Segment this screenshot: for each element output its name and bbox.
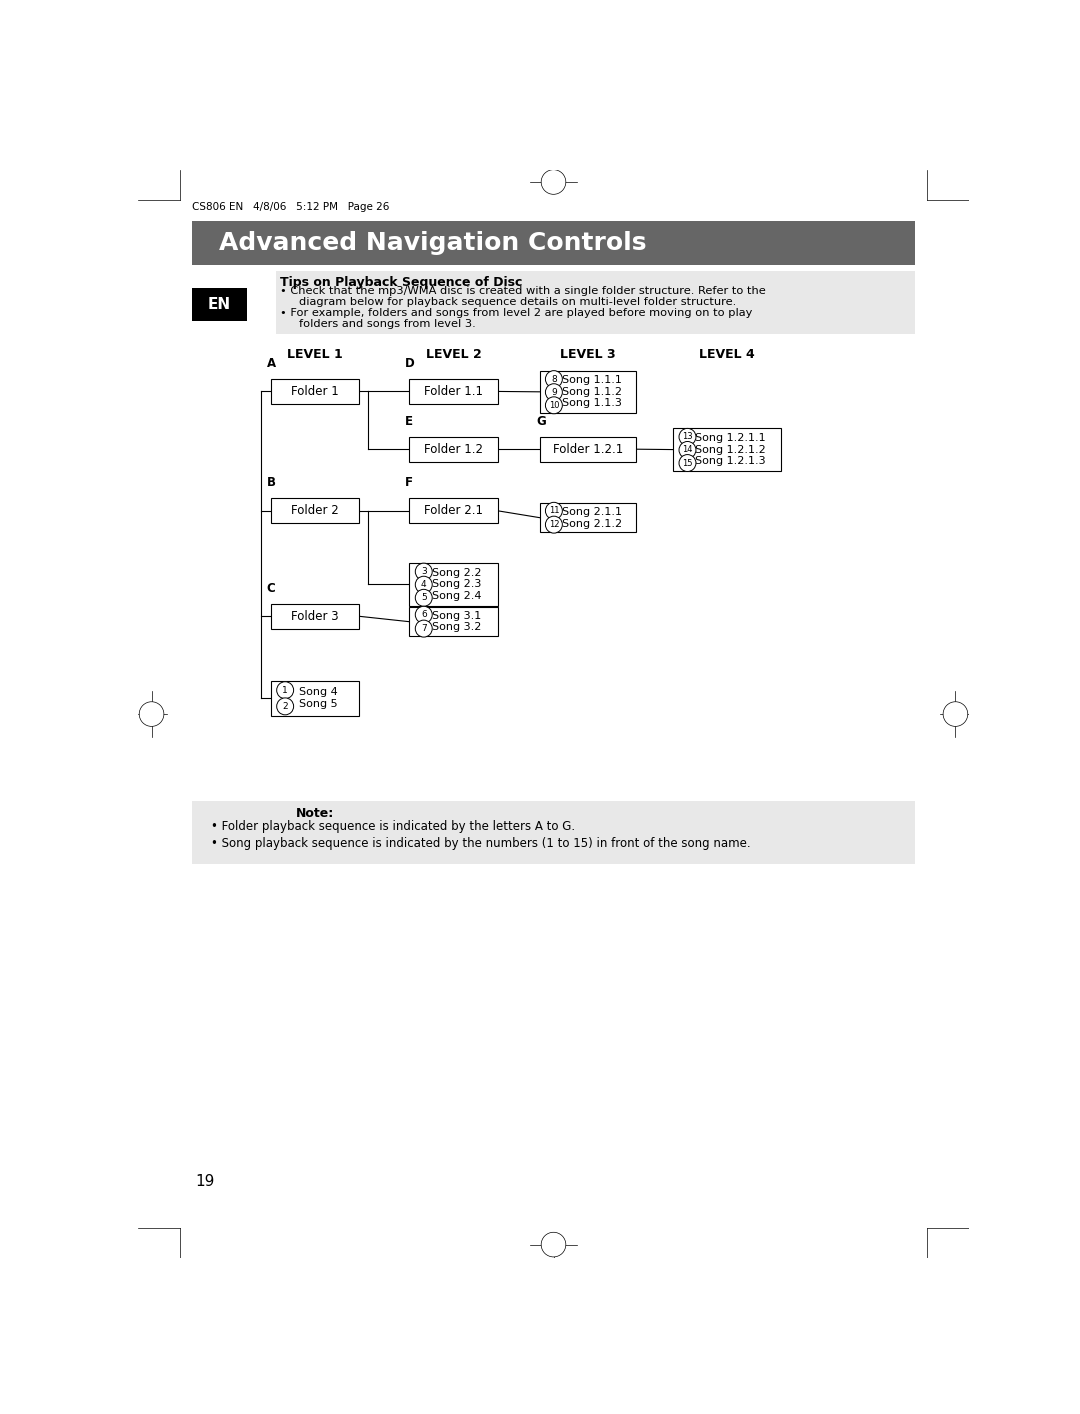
Circle shape: [139, 701, 164, 727]
Text: Song 2.2
  Song 2.3
  Song 2.4: Song 2.2 Song 2.3 Song 2.4: [426, 568, 482, 601]
Text: Folder 1.1: Folder 1.1: [423, 385, 483, 397]
Text: E: E: [405, 414, 414, 427]
Text: Tips on Playback Sequence of Disc: Tips on Playback Sequence of Disc: [280, 276, 523, 288]
Text: LEVEL 4: LEVEL 4: [699, 348, 755, 362]
Text: EN: EN: [207, 297, 231, 312]
FancyBboxPatch shape: [270, 379, 359, 404]
FancyBboxPatch shape: [409, 607, 498, 636]
Text: folders and songs from level 3.: folders and songs from level 3.: [299, 320, 476, 329]
FancyBboxPatch shape: [270, 499, 359, 523]
Circle shape: [416, 577, 432, 594]
FancyBboxPatch shape: [540, 503, 636, 532]
Text: F: F: [405, 477, 414, 489]
FancyBboxPatch shape: [409, 437, 498, 461]
Text: 11: 11: [549, 506, 559, 515]
Text: 10: 10: [549, 400, 559, 410]
Text: 8: 8: [551, 375, 557, 383]
Circle shape: [545, 516, 563, 533]
Text: LEVEL 2: LEVEL 2: [426, 348, 482, 362]
FancyBboxPatch shape: [409, 379, 498, 404]
Text: • Check that the mp3/WMA disc is created with a single folder structure. Refer t: • Check that the mp3/WMA disc is created…: [280, 286, 766, 296]
Text: A: A: [267, 356, 275, 370]
Text: Folder 3: Folder 3: [291, 609, 339, 622]
Text: C: C: [267, 581, 275, 595]
Text: 12: 12: [549, 520, 559, 529]
FancyBboxPatch shape: [276, 271, 916, 335]
Circle shape: [545, 383, 563, 400]
Text: diagram below for playback sequence details on multi-level folder structure.: diagram below for playback sequence deta…: [299, 297, 737, 307]
Text: Folder 1: Folder 1: [291, 385, 339, 397]
Circle shape: [545, 502, 563, 519]
Text: CS806 EN   4/8/06   5:12 PM   Page 26: CS806 EN 4/8/06 5:12 PM Page 26: [191, 202, 389, 212]
Text: • Folder playback sequence is indicated by the letters A to G.: • Folder playback sequence is indicated …: [211, 820, 575, 833]
FancyBboxPatch shape: [540, 370, 636, 413]
FancyBboxPatch shape: [270, 682, 359, 715]
Text: D: D: [405, 356, 415, 370]
Circle shape: [541, 1232, 566, 1257]
Circle shape: [545, 397, 563, 414]
Text: LEVEL 3: LEVEL 3: [561, 348, 616, 362]
Text: Folder 2.1: Folder 2.1: [423, 505, 483, 518]
Text: Folder 1.2: Folder 1.2: [423, 443, 483, 455]
FancyBboxPatch shape: [673, 428, 781, 471]
Circle shape: [416, 590, 432, 607]
Text: 5: 5: [421, 594, 427, 602]
Text: Song 4
  Song 5: Song 4 Song 5: [292, 687, 338, 708]
Circle shape: [541, 170, 566, 194]
Text: Song 1.1.1
  Song 1.1.2
  Song 1.1.3: Song 1.1.1 Song 1.1.2 Song 1.1.3: [555, 375, 622, 409]
Text: 9: 9: [551, 387, 557, 397]
Text: B: B: [267, 477, 275, 489]
Circle shape: [276, 682, 294, 699]
Text: 2: 2: [282, 701, 288, 711]
Text: 15: 15: [683, 458, 692, 468]
Text: • For example, folders and songs from level 2 are played before moving on to pla: • For example, folders and songs from le…: [280, 308, 753, 318]
Text: 1: 1: [282, 686, 288, 694]
Circle shape: [679, 428, 696, 445]
Text: 3: 3: [421, 567, 427, 575]
Circle shape: [943, 701, 968, 727]
FancyBboxPatch shape: [540, 437, 636, 461]
Text: Song 2.1.1
  Song 2.1.2: Song 2.1.1 Song 2.1.2: [555, 508, 622, 529]
FancyBboxPatch shape: [409, 563, 498, 605]
Text: Song 1.2.1.1
  Song 1.2.1.2
  Song 1.2.1.3: Song 1.2.1.1 Song 1.2.1.2 Song 1.2.1.3: [688, 433, 766, 467]
Text: Folder 1.2.1: Folder 1.2.1: [553, 443, 623, 455]
Text: Advanced Navigation Controls: Advanced Navigation Controls: [218, 230, 646, 255]
Text: LEVEL 1: LEVEL 1: [287, 348, 342, 362]
Text: 6: 6: [421, 611, 427, 619]
FancyBboxPatch shape: [191, 288, 247, 321]
Circle shape: [416, 563, 432, 580]
FancyBboxPatch shape: [191, 802, 916, 864]
FancyBboxPatch shape: [270, 604, 359, 629]
Text: • Song playback sequence is indicated by the numbers (1 to 15) in front of the s: • Song playback sequence is indicated by…: [211, 837, 751, 850]
FancyBboxPatch shape: [191, 221, 916, 266]
Text: 14: 14: [683, 445, 692, 454]
Text: G: G: [536, 414, 545, 427]
Circle shape: [416, 621, 432, 638]
Circle shape: [679, 441, 696, 458]
Text: 13: 13: [683, 433, 692, 441]
Circle shape: [276, 699, 294, 715]
Text: 19: 19: [195, 1174, 215, 1189]
Circle shape: [416, 607, 432, 624]
Text: Folder 2: Folder 2: [291, 505, 339, 518]
FancyBboxPatch shape: [409, 499, 498, 523]
Text: Note:: Note:: [296, 807, 334, 820]
Circle shape: [679, 454, 696, 471]
Text: Song 3.1
  Song 3.2: Song 3.1 Song 3.2: [426, 611, 482, 632]
Text: 4: 4: [421, 580, 427, 590]
Circle shape: [545, 370, 563, 387]
Text: 7: 7: [421, 624, 427, 633]
